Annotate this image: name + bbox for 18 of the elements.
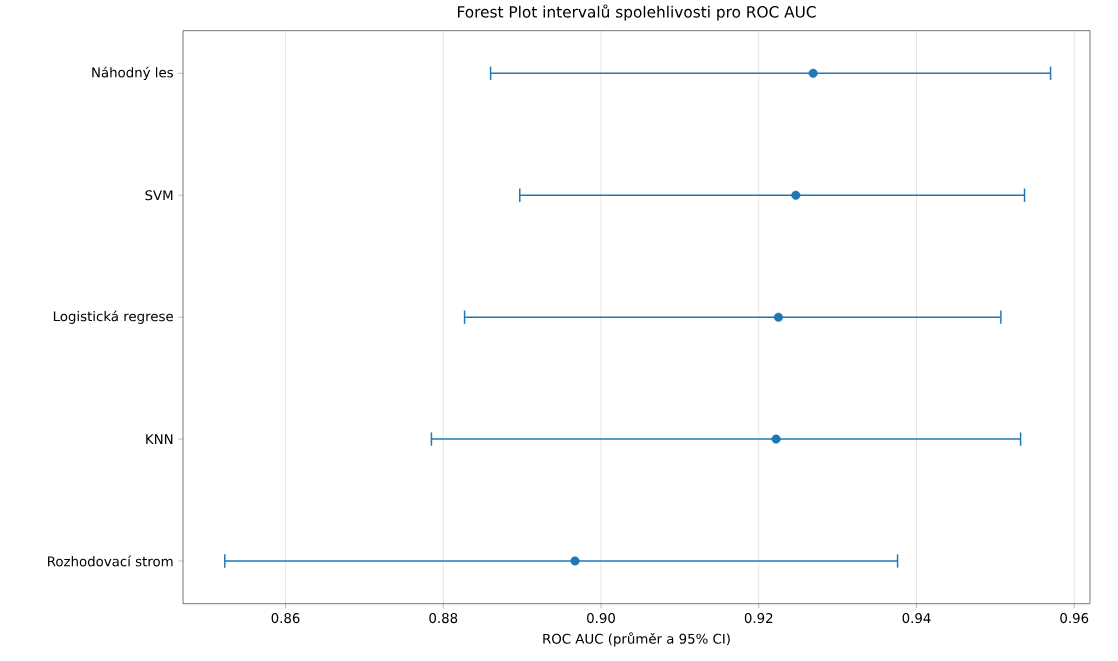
y-tick-label: KNN	[146, 434, 173, 445]
y-tick-label: Rozhodovací strom	[48, 555, 173, 567]
x-tick-label: 0.92	[744, 613, 773, 624]
x-tick-label: 0.86	[271, 613, 300, 624]
point	[771, 434, 781, 444]
point	[773, 312, 784, 322]
x-tick-label: 0.94	[902, 613, 931, 624]
x-tick-label: 0.90	[587, 613, 615, 624]
x-axis-title: ROC AUC (průměr a 95% CI)	[543, 632, 730, 647]
chart-title: Forest Plot intervalů spolehlivosti pro ROC AUC	[457, 4, 816, 21]
y-tick-label: Náhodný les	[92, 66, 173, 81]
point	[808, 68, 818, 79]
y-tick-label: SVM	[145, 190, 173, 201]
y-tick-label: Logistická regrese	[53, 310, 173, 325]
point	[791, 190, 801, 200]
x-tick-label: 0.96	[1060, 613, 1089, 624]
point	[570, 556, 580, 566]
x-tick-label: 0.88	[429, 613, 458, 624]
